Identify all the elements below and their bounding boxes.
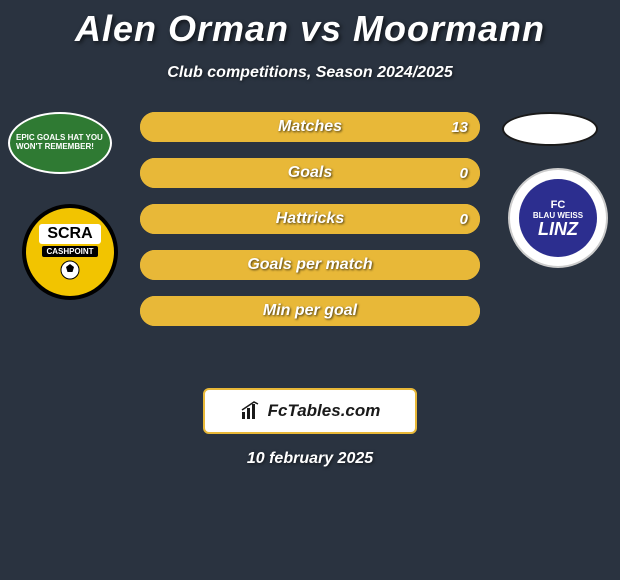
stat-bar: Goals per match	[140, 250, 480, 280]
page-subtitle: Club competitions, Season 2024/2025	[0, 64, 620, 82]
bar-value: 0	[460, 158, 468, 188]
promo-badge: EPIC GOALS HAT YOU WON'T REMEMBER!	[8, 112, 112, 174]
chart-icon	[240, 400, 262, 422]
soccer-ball-icon	[60, 260, 80, 280]
bar-label: Goals per match	[140, 250, 480, 280]
comparison-area: EPIC GOALS HAT YOU WON'T REMEMBER! SCRA …	[0, 112, 620, 372]
bar-label: Hattricks	[140, 204, 480, 234]
bwl-text-top: FC	[551, 199, 566, 211]
white-oval-badge	[502, 112, 598, 146]
date-label: 10 february 2025	[0, 450, 620, 468]
bwl-text-bottom: LINZ	[538, 220, 578, 238]
bar-label: Matches	[140, 112, 480, 142]
blau-weiss-linz-badge: FC BLAU WEISS LINZ	[508, 168, 608, 268]
brand-box[interactable]: FcTables.com	[203, 388, 417, 434]
bar-value: 0	[460, 204, 468, 234]
brand-label: FcTables.com	[268, 401, 381, 421]
promo-text-1: EPIC GOALS HAT YOU WON'T REMEMBER!	[16, 133, 103, 151]
scra-text-top: SCRA	[39, 224, 100, 244]
stat-bar: Matches13	[140, 112, 480, 142]
scra-badge: SCRA CASHPOINT	[22, 204, 118, 300]
page-title: Alen Orman vs Moormann	[0, 0, 620, 50]
bar-label: Goals	[140, 158, 480, 188]
stat-bar: Hattricks0	[140, 204, 480, 234]
stat-bars: Matches13Goals0Hattricks0Goals per match…	[140, 112, 480, 342]
stat-bar: Min per goal	[140, 296, 480, 326]
stat-bar: Goals0	[140, 158, 480, 188]
scra-text-bottom: CASHPOINT	[42, 246, 97, 257]
bar-value: 13	[451, 112, 468, 142]
bar-label: Min per goal	[140, 296, 480, 326]
